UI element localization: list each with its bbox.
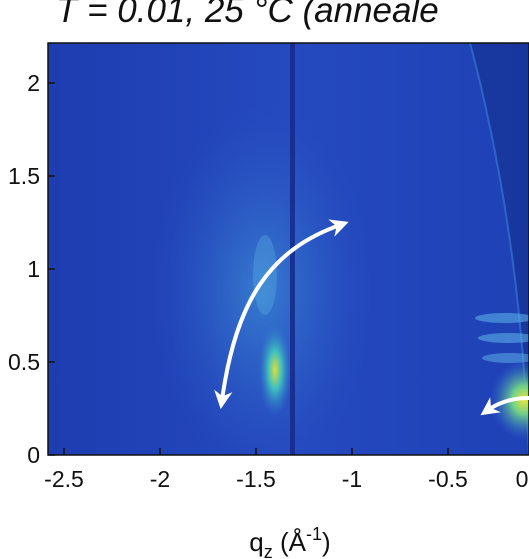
reflection-streak-1 — [475, 313, 529, 323]
chart-title: T = 0.01, 25 °C (anneale — [56, 0, 439, 30]
y-tick-label: 2 — [27, 70, 40, 96]
y-tick-label: 0 — [27, 442, 40, 468]
x-tick-label: -1 — [342, 466, 362, 492]
y-axis-ticks: 0 0.5 1 1.5 2 — [8, 70, 55, 468]
x-tick-label: -1.5 — [236, 466, 276, 492]
x-tick-label: -0.5 — [428, 466, 468, 492]
right-edge-shadow — [470, 43, 529, 455]
x-tick-label: -2 — [150, 466, 170, 492]
x-axis-label-subscript: z — [264, 542, 273, 559]
plot-area — [48, 43, 529, 455]
x-tick-label: 0 — [516, 466, 529, 492]
x-axis-ticks: -2.5 -2 -1.5 -1 -0.5 0 — [44, 448, 528, 492]
diffuse-streak-peak — [258, 322, 292, 418]
x-tick-label: -2.5 — [44, 466, 84, 492]
x-axis-label-unit-close: ) — [322, 527, 331, 557]
y-tick-label: 0.5 — [8, 349, 40, 375]
x-axis-label: qz (Å-1) — [249, 524, 330, 559]
y-tick-label: 1.5 — [8, 163, 40, 189]
x-axis-label-main: q — [249, 527, 263, 557]
double-arrow — [214, 219, 349, 410]
partial-arrow — [480, 396, 529, 416]
plot-frame — [47, 42, 529, 456]
x-axis-label-unit-exponent: -1 — [306, 524, 322, 544]
reflection-streak-2 — [478, 333, 529, 343]
reflection-streak-3 — [482, 353, 529, 363]
x-axis-label-unit-open: (Å — [273, 527, 307, 557]
y-tick-label: 1 — [27, 256, 40, 282]
